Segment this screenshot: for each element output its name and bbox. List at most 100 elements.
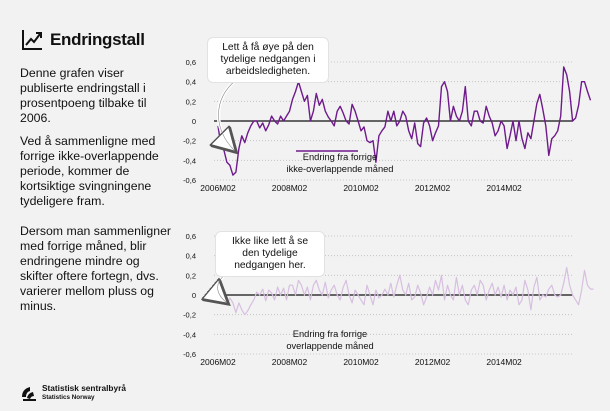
data-point: [480, 120, 481, 121]
data-point: [441, 275, 442, 276]
data-point: [244, 314, 245, 315]
data-point: [349, 123, 350, 124]
data-point: [527, 289, 528, 290]
data-point: [325, 111, 326, 112]
data-point: [238, 302, 239, 303]
data-point: [495, 135, 496, 136]
data-point: [423, 122, 424, 123]
data-point: [301, 285, 302, 286]
data-point: [375, 289, 376, 290]
data-point: [331, 289, 332, 290]
data-point: [408, 283, 409, 284]
data-point: [447, 91, 448, 92]
data-point: [235, 172, 236, 173]
data-point: [560, 294, 561, 295]
y-tick-label: -0,2: [183, 311, 196, 320]
data-point: [575, 299, 576, 300]
data-point: [274, 120, 275, 121]
data-point: [518, 304, 519, 305]
data-point: [438, 289, 439, 290]
data-point: [298, 280, 299, 281]
data-point: [492, 122, 493, 123]
data-point: [426, 117, 427, 118]
data-point: [527, 132, 528, 133]
y-tick-label: -0,6: [183, 350, 196, 359]
data-point: [498, 287, 499, 288]
data-point: [372, 140, 373, 141]
data-point: [581, 81, 582, 82]
data-point: [566, 74, 567, 75]
data-point: [396, 285, 397, 286]
data-point: [352, 302, 353, 303]
data-point: [360, 130, 361, 131]
y-tick-label: 0,6: [186, 58, 196, 67]
data-point: [349, 294, 350, 295]
data-point: [226, 304, 227, 305]
data-point: [468, 120, 469, 121]
logo-name-en: Statistics Norway: [42, 394, 95, 401]
callout-bottom: Ikke like lett å se den tydelige nedgang…: [216, 232, 324, 276]
data-point: [381, 294, 382, 295]
data-point: [319, 289, 320, 290]
data-point: [459, 120, 460, 121]
data-point: [506, 299, 507, 300]
data-point: [501, 296, 502, 297]
y-tick-label: 0,2: [186, 271, 196, 280]
data-point: [432, 140, 433, 141]
y-tick-label: 0: [192, 117, 196, 126]
data-point: [486, 106, 487, 107]
data-point: [334, 285, 335, 286]
data-point: [402, 289, 403, 290]
data-point: [352, 104, 353, 105]
data-point: [444, 81, 445, 82]
data-point: [590, 289, 591, 290]
legend-label: Endring fra forrige: [293, 329, 367, 339]
x-tick-label: 2012M02: [415, 183, 451, 193]
data-point: [399, 120, 400, 121]
data-point: [533, 287, 534, 288]
data-point: [569, 285, 570, 286]
data-point: [346, 280, 347, 281]
y-tick-label: 0,2: [186, 97, 196, 106]
data-point: [292, 285, 293, 286]
data-point: [369, 294, 370, 295]
data-point: [322, 99, 323, 100]
y-tick-label: 0,6: [186, 232, 196, 241]
data-point: [277, 287, 278, 288]
data-point: [295, 91, 296, 92]
data-point: [474, 111, 475, 112]
x-tick-label: 2010M02: [343, 183, 379, 193]
intro-text: Denne grafen viser publiserte endringsta…: [20, 66, 147, 125]
data-point: [295, 294, 296, 295]
data-point: [503, 285, 504, 286]
x-tick-label: 2008M02: [272, 357, 308, 367]
data-point: [372, 304, 373, 305]
data-point: [554, 135, 555, 136]
data-point: [411, 299, 412, 300]
data-point: [316, 93, 317, 94]
data-point: [474, 285, 475, 286]
data-point: [587, 285, 588, 286]
data-point: [515, 287, 516, 288]
data-point: [462, 111, 463, 112]
data-point: [289, 111, 290, 112]
data-point: [512, 294, 513, 295]
data-point: [268, 124, 269, 125]
data-point: [387, 294, 388, 295]
data-point: [402, 111, 403, 112]
data-point: [593, 289, 594, 290]
data-point: [250, 125, 251, 126]
data-point: [471, 125, 472, 126]
data-point: [226, 162, 227, 163]
data-point: [250, 304, 251, 305]
data-point: [530, 309, 531, 310]
data-point: [274, 299, 275, 300]
logo-name: Statistisk sentralbyrå: [42, 383, 126, 393]
monthly-text: Dersom man sammenligner med forrige måne…: [20, 224, 172, 313]
logo-text: Statistisk sentralbyrå Statistics Norway: [42, 384, 126, 402]
data-point: [328, 297, 329, 298]
data-point: [423, 304, 424, 305]
data-point: [518, 120, 519, 121]
data-point: [310, 120, 311, 121]
data-point: [498, 130, 499, 131]
